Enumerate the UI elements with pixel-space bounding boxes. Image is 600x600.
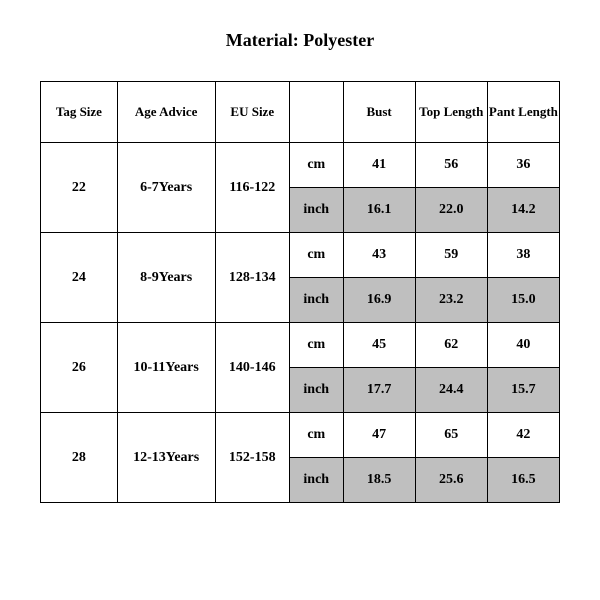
cell-top-inch: 24.4 <box>415 368 487 413</box>
cell-age-advice: 12-13Years <box>117 413 215 503</box>
size-table: Tag Size Age Advice EU Size Bust Top Len… <box>40 81 560 503</box>
cell-age-advice: 8-9Years <box>117 233 215 323</box>
cell-unit-inch: inch <box>290 368 344 413</box>
cell-top-cm: 56 <box>415 143 487 188</box>
cell-pant-cm: 40 <box>487 323 559 368</box>
col-tag-size: Tag Size <box>41 82 118 143</box>
cell-tag-size: 24 <box>41 233 118 323</box>
cell-age-advice: 6-7Years <box>117 143 215 233</box>
cell-top-cm: 62 <box>415 323 487 368</box>
cell-top-inch: 22.0 <box>415 188 487 233</box>
cell-unit-inch: inch <box>290 188 344 233</box>
col-top-length: Top Length <box>415 82 487 143</box>
table-row: 28 12-13Years 152-158 cm 47 65 42 <box>41 413 560 458</box>
cell-unit-inch: inch <box>290 458 344 503</box>
cell-bust-cm: 45 <box>343 323 415 368</box>
cell-bust-inch: 17.7 <box>343 368 415 413</box>
col-bust: Bust <box>343 82 415 143</box>
cell-pant-inch: 14.2 <box>487 188 559 233</box>
col-age-advice: Age Advice <box>117 82 215 143</box>
cell-tag-size: 22 <box>41 143 118 233</box>
col-unit <box>290 82 344 143</box>
cell-pant-inch: 15.0 <box>487 278 559 323</box>
cell-pant-cm: 36 <box>487 143 559 188</box>
table-row: 22 6-7Years 116-122 cm 41 56 36 <box>41 143 560 188</box>
cell-eu-size: 128-134 <box>215 233 289 323</box>
cell-top-cm: 59 <box>415 233 487 278</box>
cell-bust-inch: 16.9 <box>343 278 415 323</box>
cell-bust-cm: 47 <box>343 413 415 458</box>
cell-age-advice: 10-11Years <box>117 323 215 413</box>
col-eu-size: EU Size <box>215 82 289 143</box>
cell-eu-size: 116-122 <box>215 143 289 233</box>
cell-top-inch: 25.6 <box>415 458 487 503</box>
cell-eu-size: 140-146 <box>215 323 289 413</box>
cell-pant-inch: 15.7 <box>487 368 559 413</box>
cell-tag-size: 28 <box>41 413 118 503</box>
table-header-row: Tag Size Age Advice EU Size Bust Top Len… <box>41 82 560 143</box>
cell-unit-cm: cm <box>290 323 344 368</box>
cell-unit-inch: inch <box>290 278 344 323</box>
cell-bust-cm: 43 <box>343 233 415 278</box>
cell-eu-size: 152-158 <box>215 413 289 503</box>
cell-unit-cm: cm <box>290 233 344 278</box>
cell-unit-cm: cm <box>290 143 344 188</box>
cell-pant-cm: 38 <box>487 233 559 278</box>
cell-pant-cm: 42 <box>487 413 559 458</box>
cell-bust-cm: 41 <box>343 143 415 188</box>
cell-top-inch: 23.2 <box>415 278 487 323</box>
col-pant-length: Pant Length <box>487 82 559 143</box>
cell-unit-cm: cm <box>290 413 344 458</box>
cell-top-cm: 65 <box>415 413 487 458</box>
table-row: 26 10-11Years 140-146 cm 45 62 40 <box>41 323 560 368</box>
page: Material: Polyester Tag Size Age Advice … <box>0 0 600 600</box>
cell-bust-inch: 18.5 <box>343 458 415 503</box>
cell-pant-inch: 16.5 <box>487 458 559 503</box>
page-title: Material: Polyester <box>40 30 560 51</box>
cell-bust-inch: 16.1 <box>343 188 415 233</box>
cell-tag-size: 26 <box>41 323 118 413</box>
table-body: 22 6-7Years 116-122 cm 41 56 36 inch 16.… <box>41 143 560 503</box>
table-row: 24 8-9Years 128-134 cm 43 59 38 <box>41 233 560 278</box>
